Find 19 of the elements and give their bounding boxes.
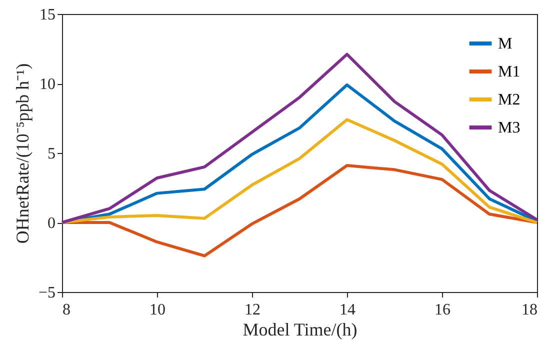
legend-label: M (498, 36, 512, 52)
line-series (60, 118, 538, 224)
legend-label: M1 (498, 64, 520, 80)
x-tick-label: 12 (244, 302, 260, 318)
y-tick-label: 5 (48, 146, 56, 162)
x-tick-label: 18 (522, 302, 538, 318)
x-axis-title: Model Time/(h) (242, 320, 358, 340)
x-tick-label: 16 (434, 302, 450, 318)
legend-label: M3 (498, 120, 520, 136)
x-tick-label: 14 (340, 302, 356, 318)
x-tick-label: 8 (62, 302, 70, 318)
y-tick-label: 10 (40, 76, 56, 93)
y-tick-label: 0 (48, 215, 56, 232)
y-axis-title: OHnetRate/(10⁻⁵ppb h⁻¹) (12, 63, 32, 244)
y-tick-label: 15 (40, 6, 56, 24)
legend-label: M2 (498, 92, 520, 108)
line-series (60, 52, 538, 224)
y-tick-label: −5 (38, 284, 56, 302)
x-tick-label: 10 (150, 302, 166, 318)
